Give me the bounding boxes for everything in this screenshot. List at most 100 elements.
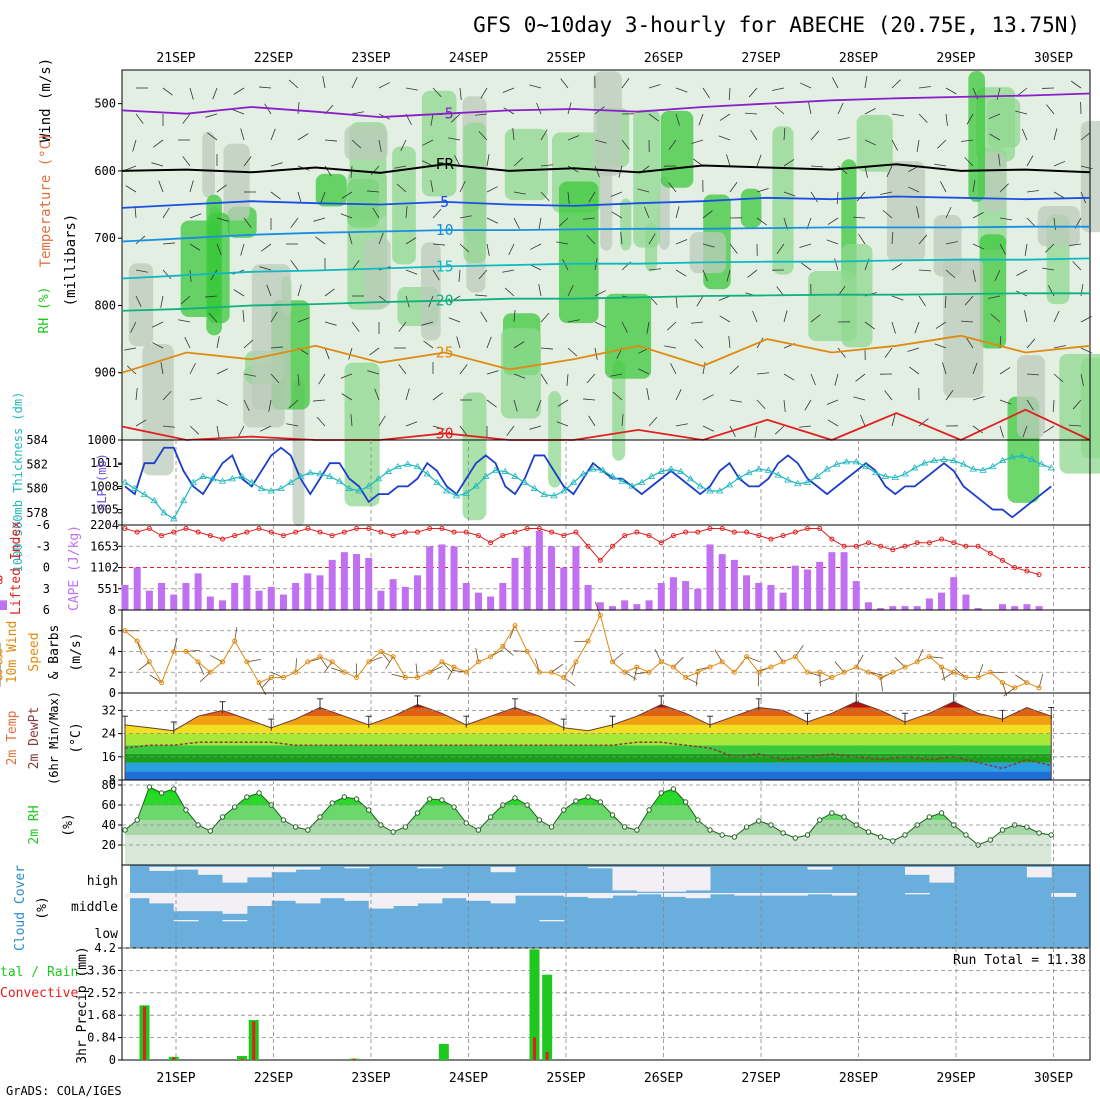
precip-tick: 3.36 [87, 963, 116, 977]
cape-bar [816, 561, 824, 610]
wind-barb [644, 206, 650, 219]
wind-barb [243, 217, 252, 228]
cape-bar [0, 608, 7, 610]
wind-barb [1046, 104, 1055, 115]
li-point [171, 529, 177, 535]
rh-point [682, 799, 689, 805]
wind-barb [1080, 347, 1093, 354]
precip-tick: 0 [109, 1053, 116, 1067]
wind-barb [783, 159, 795, 167]
rh-point [146, 784, 153, 790]
wind-barb [729, 365, 740, 375]
wind-barb [860, 414, 866, 427]
wind-barb [675, 295, 678, 308]
li-point [768, 536, 774, 542]
wind-barb [670, 363, 677, 375]
cloud-gap [173, 867, 199, 870]
thickness-point [998, 456, 1007, 464]
wind-barb [351, 77, 358, 89]
li-point [634, 529, 640, 535]
wind-barb [135, 419, 147, 427]
wind-speed-point [427, 669, 433, 675]
wind-barb [1072, 261, 1082, 271]
precip-unit-label: 3hr Precip (mm) [75, 946, 90, 1063]
thickness-point [930, 456, 938, 464]
wind-speed-point [122, 628, 128, 634]
wind-barb [648, 233, 656, 245]
cape-bar [669, 577, 677, 610]
wind-barb [801, 262, 812, 271]
wind-barb [538, 217, 542, 230]
wind-barb [270, 128, 276, 141]
thickness-point [443, 487, 451, 494]
thickness-point [647, 472, 656, 479]
wind-barb [1015, 110, 1028, 115]
wind-barb [370, 165, 380, 176]
thickness-tick: 582 [26, 457, 48, 471]
wind-barb [512, 128, 515, 141]
wind-speed-point [390, 654, 396, 660]
isotherm-label: 15 [436, 257, 454, 275]
rh-patch [315, 173, 347, 207]
li-tick: -6 [36, 518, 50, 532]
li-point [573, 529, 579, 535]
wind-barb [480, 87, 488, 99]
wind-barb [999, 399, 1012, 405]
isotherm-line [121, 195, 1091, 209]
wind-speed-point [683, 674, 689, 680]
cloud-gap [490, 867, 516, 873]
rh-point [402, 824, 409, 830]
wind-speed-point [159, 680, 165, 686]
thickness-point [833, 460, 841, 467]
cloud-gap [588, 893, 613, 899]
rh-point [414, 810, 421, 816]
wind-speed-point [926, 654, 932, 660]
cape-bar [267, 586, 275, 610]
wind-barb [884, 390, 893, 401]
wind-barb [611, 211, 623, 219]
li-point [207, 533, 213, 539]
wind-barb [162, 207, 170, 219]
wind-barb [1016, 269, 1028, 276]
precip-tick: 4.2 [94, 941, 116, 955]
wind-barb [432, 392, 443, 401]
wind-barb [621, 139, 630, 150]
wind-barb [783, 191, 796, 197]
li-point [780, 533, 786, 539]
wind-barb [208, 312, 218, 323]
day-label-top: 24SEP [449, 51, 488, 66]
wind-barb [348, 347, 353, 360]
rh-patch [604, 293, 652, 379]
cape-bar [779, 592, 787, 610]
wind-barb [747, 269, 758, 278]
li-point [402, 529, 408, 535]
wind-barb [891, 113, 904, 117]
cape-bar [328, 559, 336, 610]
wind-barb [999, 217, 1012, 221]
wind-barb [1053, 191, 1065, 199]
li-point [549, 529, 555, 535]
thickness-point [189, 478, 197, 485]
wind-barb [205, 295, 218, 298]
wind-speed-point [817, 669, 823, 675]
thickness-point [891, 473, 899, 481]
rh-patch [886, 161, 926, 262]
li-point [926, 540, 932, 546]
rh-point [292, 824, 299, 830]
thickness-point [199, 472, 207, 479]
rh-patch [981, 151, 1006, 212]
wind-barb [135, 295, 142, 307]
rh-tick: 80 [102, 778, 116, 792]
wind-speed-point [354, 674, 360, 680]
rh-bands [125, 787, 1052, 865]
wind-barb [351, 111, 364, 115]
day-label-bottom: 24SEP [449, 1071, 488, 1086]
thickness-point [940, 455, 948, 462]
li-point [475, 533, 481, 539]
wind-barb [530, 264, 542, 271]
wind-speed-point [914, 659, 920, 665]
wind-barb [182, 156, 191, 167]
temp-tick: 16 [102, 750, 116, 764]
wind-barb [836, 191, 839, 204]
wind-barb [207, 132, 218, 141]
